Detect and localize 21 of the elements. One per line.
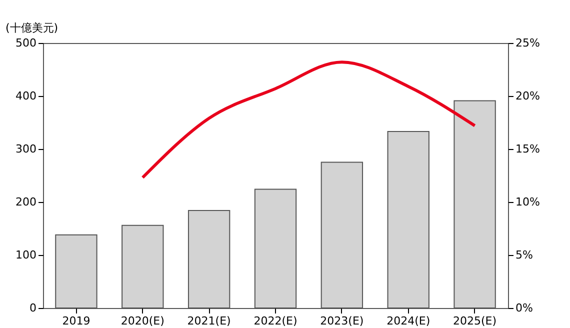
y-axis-title: (十億美元) <box>6 22 58 34</box>
y2-tick-label: 15% <box>516 142 540 156</box>
x-tick-label: 2023(E) <box>320 314 364 328</box>
y-tick-label: 400 <box>16 90 36 102</box>
x-tick-label: 2019 <box>62 314 90 328</box>
x-tick-label: 2020(E) <box>120 314 164 328</box>
y2-tick-label: 20% <box>516 90 540 102</box>
y-tick-label: 200 <box>16 196 36 208</box>
y-tick-label: 100 <box>16 248 36 262</box>
y2-tick-label: 10% <box>516 196 540 208</box>
y-tick-label: 0 <box>30 302 36 314</box>
x-tick-label: 2025(E) <box>453 314 497 328</box>
y2-tick-label: 0% <box>516 302 533 314</box>
x-tick-label: 2021(E) <box>187 314 231 328</box>
x-tick-label: 2022(E) <box>254 314 298 328</box>
y2-tick-label: 25% <box>516 36 540 50</box>
y-tick-label: 300 <box>16 142 36 156</box>
x-tick-label: 2024(E) <box>386 314 430 328</box>
y-tick-label: 500 <box>16 36 36 50</box>
line-series <box>141 60 476 180</box>
y2-tick-label: 5% <box>516 248 533 262</box>
